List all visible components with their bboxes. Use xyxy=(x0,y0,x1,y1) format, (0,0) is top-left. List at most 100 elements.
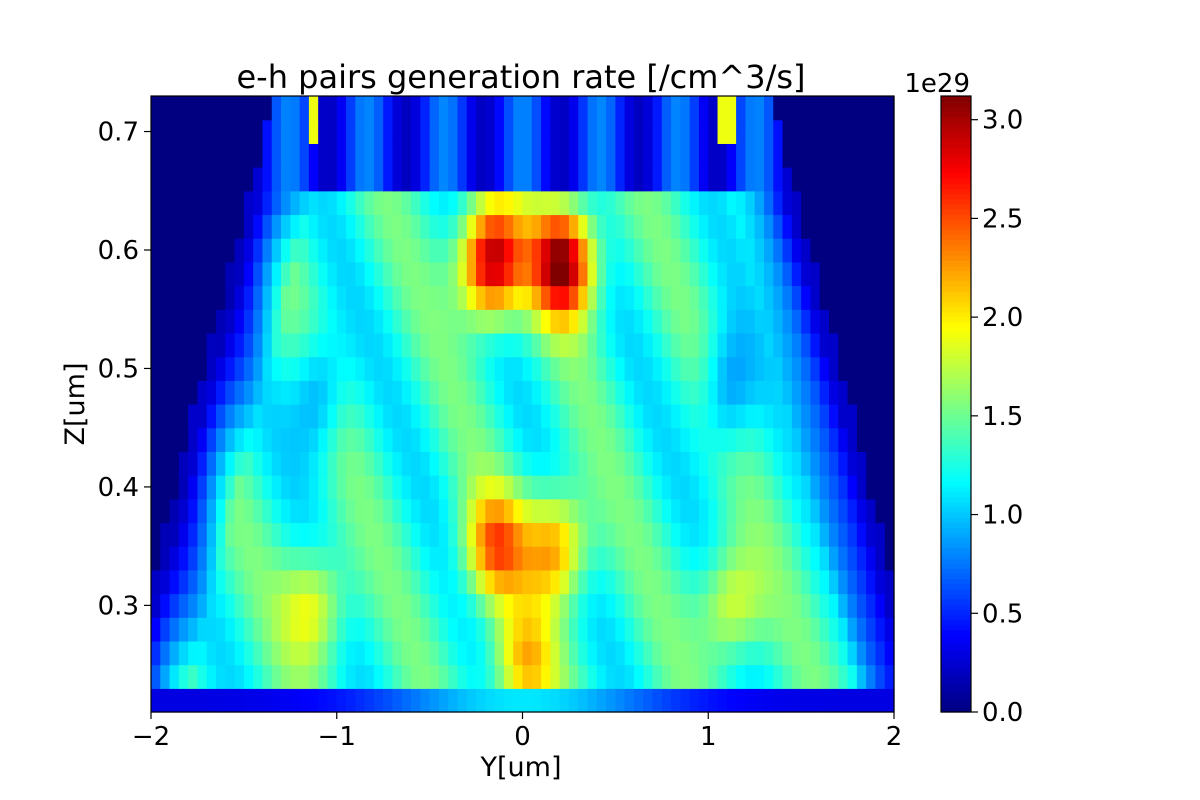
heatmap-cell xyxy=(476,380,486,405)
heatmap-cell xyxy=(281,119,291,144)
heatmap-cell xyxy=(438,214,449,239)
heatmap-cell xyxy=(448,261,459,287)
heatmap-cell xyxy=(866,688,877,713)
colorbar-segment xyxy=(941,265,971,272)
heatmap-cell xyxy=(652,190,663,216)
heatmap-cell xyxy=(791,261,802,287)
heatmap-cell xyxy=(271,356,282,381)
heatmap-cell xyxy=(680,380,691,405)
heatmap-cell xyxy=(791,640,802,666)
heatmap-cell xyxy=(420,427,431,452)
heatmap-cell xyxy=(717,285,728,310)
heatmap-cell xyxy=(438,190,449,216)
heatmap-cell xyxy=(568,380,579,405)
heatmap-cell xyxy=(866,404,877,429)
heatmap-cell xyxy=(216,380,226,405)
heatmap-cell xyxy=(346,664,356,689)
heatmap-cell xyxy=(383,427,394,452)
heatmap-cell xyxy=(206,261,217,287)
heatmap-cell xyxy=(819,688,830,713)
heatmap-cell xyxy=(336,238,347,263)
heatmap-cell xyxy=(828,640,839,666)
heatmap-cell xyxy=(225,664,236,689)
heatmap-cell xyxy=(671,214,681,239)
colorbar-segment xyxy=(941,373,971,379)
heatmap-cell xyxy=(856,688,867,713)
heatmap-cell xyxy=(188,285,199,310)
heatmap-cell xyxy=(866,190,877,216)
heatmap-cell xyxy=(791,427,802,452)
heatmap-cell xyxy=(234,688,245,713)
heatmap-cell xyxy=(216,404,226,429)
heatmap-cell xyxy=(503,593,514,618)
heatmap-cell xyxy=(615,498,626,524)
heatmap-cell xyxy=(188,617,199,642)
colorbar-segment xyxy=(941,337,971,343)
heatmap-cell xyxy=(791,380,802,405)
heatmap-cell xyxy=(856,475,867,500)
heatmap-cell xyxy=(290,356,301,381)
heatmap-cell xyxy=(745,119,756,144)
heatmap-cell xyxy=(587,380,598,405)
heatmap-cell xyxy=(689,688,700,713)
heatmap-cell xyxy=(615,285,626,310)
heatmap-cell xyxy=(550,190,561,216)
heatmap-cell xyxy=(559,688,570,713)
heatmap-cell xyxy=(178,451,189,476)
heatmap-cell xyxy=(299,119,310,144)
heatmap-cell xyxy=(188,96,199,121)
colorbar-segment xyxy=(941,696,971,703)
heatmap-cell xyxy=(652,427,663,452)
heatmap-cell xyxy=(216,593,226,618)
heatmap-cell xyxy=(243,617,254,642)
heatmap-cell xyxy=(253,119,264,144)
heatmap-cell xyxy=(624,190,635,216)
heatmap-cell xyxy=(373,475,384,500)
heatmap-cell xyxy=(680,688,691,713)
heatmap-cell xyxy=(290,617,301,642)
heatmap-cell xyxy=(661,143,672,168)
heatmap-cell xyxy=(689,356,700,381)
heatmap-cell xyxy=(401,119,412,144)
heatmap-cell xyxy=(503,404,514,429)
heatmap-cell xyxy=(624,617,635,642)
heatmap-cell xyxy=(745,522,756,547)
heatmap-cell xyxy=(773,309,784,334)
heatmap-cell xyxy=(299,214,310,239)
heatmap-cell xyxy=(355,238,366,263)
heatmap-cell xyxy=(624,475,635,500)
heatmap-cell xyxy=(671,238,681,263)
heatmap-cell xyxy=(773,285,784,310)
colorbar-frame xyxy=(940,95,972,713)
heatmap-cell xyxy=(243,96,254,121)
x-axis-ticks: −2 −1 0 1 2 xyxy=(132,712,902,752)
heatmap-cell xyxy=(596,404,607,429)
heatmap-cell xyxy=(736,427,746,452)
colorbar-segment xyxy=(941,655,971,662)
heatmap-cell xyxy=(457,356,468,381)
heatmap-cell xyxy=(550,498,561,524)
heatmap-cell xyxy=(763,119,774,144)
heatmap-cell xyxy=(596,380,607,405)
heatmap-cell xyxy=(392,617,403,642)
heatmap-cell xyxy=(847,569,858,595)
heatmap-cell xyxy=(559,332,570,358)
heatmap-cell xyxy=(290,546,301,571)
heatmap-cell xyxy=(420,96,431,121)
heatmap-cell xyxy=(253,569,264,595)
heatmap-cell xyxy=(281,593,291,618)
heatmap-cell xyxy=(503,309,514,334)
heatmap-cell xyxy=(763,546,774,571)
heatmap-cell xyxy=(188,214,199,239)
heatmap-cell xyxy=(828,190,839,216)
heatmap-cell xyxy=(828,332,839,358)
heatmap-cell xyxy=(476,332,486,358)
heatmap-cell xyxy=(503,143,514,168)
heatmap-cell xyxy=(262,451,273,476)
colorbar-segment xyxy=(941,573,971,580)
heatmap-cell xyxy=(633,238,644,263)
heatmap-cell xyxy=(531,261,542,287)
colorbar-segment xyxy=(941,152,971,159)
heatmap-cell xyxy=(596,617,607,642)
heatmap-cell xyxy=(810,214,821,239)
